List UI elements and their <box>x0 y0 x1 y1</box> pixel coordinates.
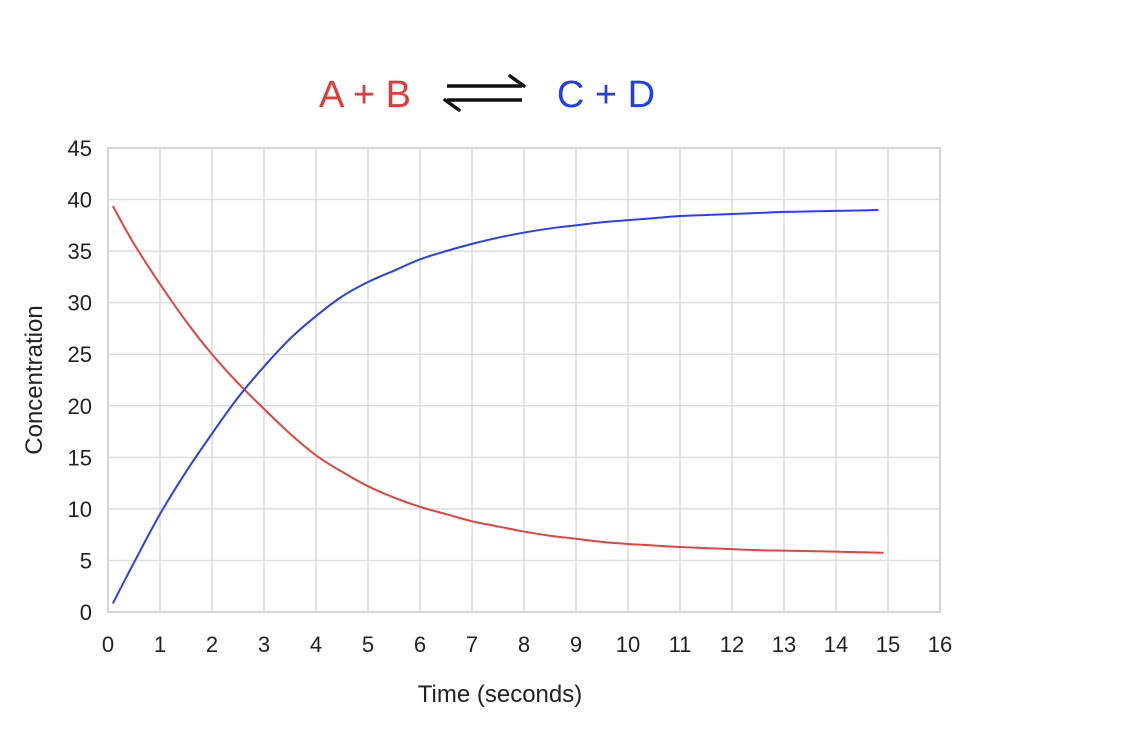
x-tick-label: 14 <box>824 632 848 657</box>
plot-area <box>107 147 941 613</box>
x-tick-label: 9 <box>570 632 582 657</box>
x-tick-label: 15 <box>876 632 900 657</box>
y-tick-label: 40 <box>68 188 92 213</box>
y-axis-label: Concentration <box>21 305 48 454</box>
series-line-reactants <box>112 205 884 554</box>
y-tick-label: 15 <box>68 445 92 470</box>
chart-title: A + B C + D <box>319 74 655 116</box>
plot-border <box>107 147 941 613</box>
y-tick-label: 20 <box>68 394 92 419</box>
x-tick-label: 10 <box>616 632 640 657</box>
x-tick-label: 11 <box>669 632 692 657</box>
title-reactants: A + B <box>319 74 411 116</box>
y-tick-label: 25 <box>68 342 92 367</box>
x-tick-label: 3 <box>258 632 270 657</box>
x-tick-label: 6 <box>414 632 426 657</box>
x-tick-label: 16 <box>928 632 952 657</box>
y-tick-label: 30 <box>68 291 92 316</box>
x-tick-label: 1 <box>154 632 166 657</box>
x-tick-label: 5 <box>362 632 374 657</box>
title-products: C + D <box>557 74 655 116</box>
equilibrium-arrow-icon <box>443 74 526 112</box>
x-tick-label: 0 <box>102 632 114 657</box>
y-tick-label: 5 <box>80 548 92 573</box>
series-line-products <box>112 208 879 604</box>
x-tick-label: 2 <box>206 632 218 657</box>
y-tick-label: 45 <box>68 136 92 161</box>
y-tick-label: 0 <box>80 600 92 625</box>
x-tick-label: 8 <box>518 632 530 657</box>
x-tick-label: 12 <box>720 632 744 657</box>
y-tick-label: 35 <box>68 239 92 264</box>
x-tick-label: 4 <box>310 632 322 657</box>
y-tick-label: 10 <box>68 497 92 522</box>
x-tick-label: 13 <box>772 632 796 657</box>
x-tick-label: 7 <box>466 632 478 657</box>
x-axis-label: Time (seconds) <box>418 681 582 708</box>
